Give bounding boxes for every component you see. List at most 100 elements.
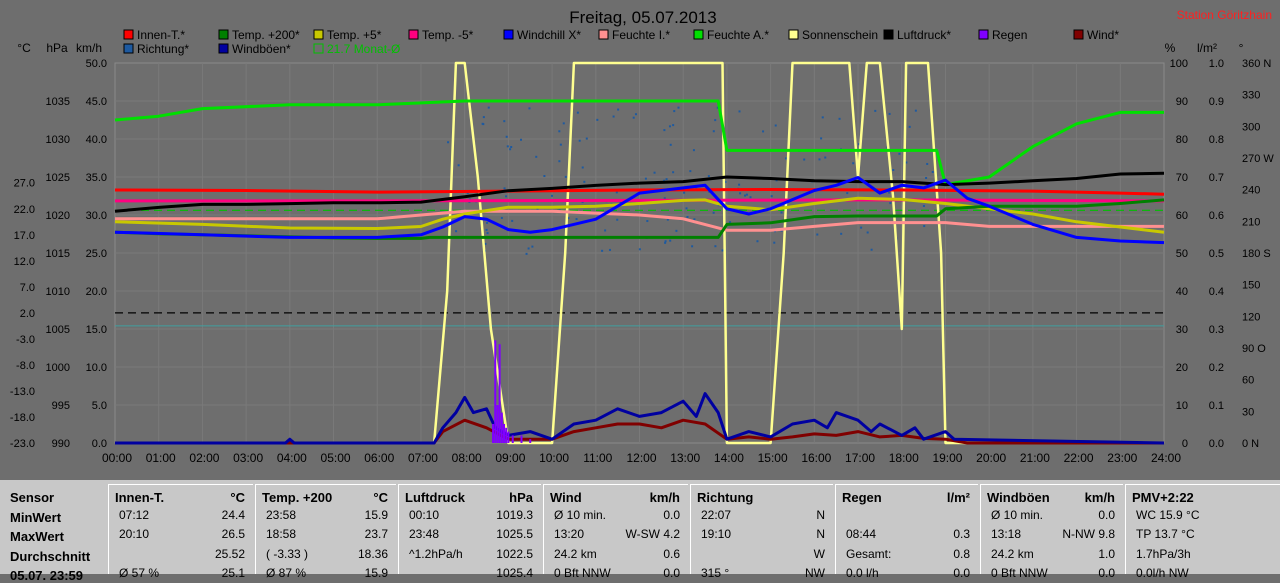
rain-bar: [503, 424, 506, 443]
stat-value: 1022.5: [496, 547, 533, 561]
x-tick: 18:00: [889, 451, 919, 465]
stat-label: 24.2 km: [991, 547, 1034, 561]
panel-unit: °C: [373, 490, 388, 505]
hpa-tick: 1035: [46, 96, 70, 108]
pct-tick: 70: [1176, 172, 1188, 184]
direction-point: [838, 117, 841, 120]
hpa-tick: 1030: [46, 134, 70, 146]
stat-label: Ø 10 min.: [554, 508, 607, 522]
direction-point: [888, 191, 891, 194]
legend-label: Windchill X*: [517, 28, 581, 42]
hpa-tick: 1005: [46, 324, 70, 336]
stat-value: 15.9: [364, 566, 388, 580]
direction-point: [559, 143, 562, 146]
rain-tick: 0.0: [1209, 438, 1224, 450]
kmh-tick: 5.0: [92, 400, 107, 412]
kmh-tick: 45.0: [86, 96, 107, 108]
panel-title: Innen-T.: [115, 490, 165, 505]
legend-swatch: [693, 29, 704, 40]
celsius-tick: 22.0: [14, 204, 35, 216]
direction-point: [535, 155, 538, 158]
series-line: [115, 209, 1164, 232]
legend-label: Luftdruck*: [897, 28, 951, 42]
direction-point: [874, 109, 877, 112]
rain-bar: [498, 344, 501, 443]
legend-swatch: [598, 29, 609, 40]
x-tick: 00:00: [102, 451, 132, 465]
direction-point: [527, 247, 530, 250]
direction-point: [500, 216, 503, 219]
legend-label: Temp. +200*: [232, 28, 300, 42]
direction-point: [632, 116, 635, 119]
direction-point: [898, 152, 901, 155]
direction-tick: 0 N: [1242, 438, 1259, 450]
panel-title: PMV+2:22: [1132, 490, 1194, 505]
direction-point: [770, 195, 773, 198]
legend-label: Innen-T.*: [137, 28, 185, 42]
direction-point: [665, 178, 668, 181]
stat-label: 13:18: [991, 527, 1022, 541]
direction-point: [564, 175, 567, 178]
series-line: [115, 198, 1165, 203]
stat-label: 0 Bft NNW: [991, 566, 1048, 580]
hpa-tick: 1000: [46, 362, 70, 374]
direction-point: [749, 196, 752, 199]
stat-value: 23.7: [364, 527, 388, 541]
left-axis: 50.0 45.0 40.0 35.0 30.0 25.0 20.0 15.0 10.0 5.0 0…: [10, 58, 107, 450]
legend-swatch: [313, 43, 324, 54]
direction-point: [773, 241, 776, 244]
stat-value: 26.5: [221, 527, 245, 541]
direction-point: [774, 124, 777, 127]
direction-point: [683, 191, 686, 194]
rain-bar: [520, 435, 523, 443]
stat-value: 0.3: [953, 527, 970, 541]
axis-unit-label: km/h: [76, 41, 102, 55]
direction-point: [756, 240, 759, 243]
rain-bar: [529, 439, 532, 443]
stat-label: 19:10: [701, 527, 732, 541]
direction-point: [905, 161, 908, 164]
direction-point: [846, 192, 849, 195]
direction-point: [745, 193, 748, 196]
stat-label: 13:20: [554, 527, 585, 541]
direction-point: [457, 164, 460, 167]
direction-point: [685, 207, 688, 210]
direction-point: [646, 220, 649, 223]
chart-title: Freitag, 05.07.2013: [569, 8, 716, 27]
direction-point: [608, 248, 611, 251]
celsius-tick: 7.0: [20, 282, 35, 294]
stat-value: N: [816, 527, 825, 541]
direction-point: [581, 166, 584, 169]
weather-chart: Freitag, 05.07.2013 Station Göritzhain I…: [9, 8, 1275, 465]
legend: Innen-T.* Temp. +200* Temp. +5* Temp. -5* Wi…: [123, 28, 1119, 56]
direction-point: [712, 211, 715, 214]
direction-point: [739, 192, 742, 195]
direction-point: [531, 245, 534, 248]
stats-panel: Windböen km/h Ø 10 min. 0.0 13:18 N-NW 9.8 24.…: [980, 484, 1123, 580]
direction-point: [668, 125, 671, 128]
legend-label: Temp. -5*: [422, 28, 474, 42]
direction-point: [576, 111, 579, 114]
direction-point: [536, 208, 539, 211]
direction-point: [672, 124, 675, 127]
stat-label: 315 °: [701, 566, 730, 580]
x-tick: 14:00: [714, 451, 744, 465]
direction-point: [510, 146, 513, 149]
direction-point: [509, 148, 512, 151]
panel-title: Windböen: [987, 490, 1050, 505]
celsius-tick: 27.0: [14, 178, 35, 190]
stat-value: W: [813, 547, 825, 561]
legend-swatch: [788, 29, 799, 40]
direction-point: [578, 139, 581, 142]
x-tick: 10:00: [539, 451, 569, 465]
x-tick: 07:00: [408, 451, 438, 465]
row-label: Sensor: [10, 490, 55, 505]
direction-point: [762, 130, 765, 133]
direction-point: [487, 106, 490, 109]
stat-label: 08:44: [846, 527, 877, 541]
rain-bar: [494, 340, 497, 443]
axis-unit-labels: °C hPa km/h% l/m² °: [17, 41, 1243, 55]
panel-unit: km/h: [1084, 490, 1115, 505]
legend-label: Feuchte A.*: [707, 28, 769, 42]
rain-tick: 0.4: [1209, 286, 1224, 298]
